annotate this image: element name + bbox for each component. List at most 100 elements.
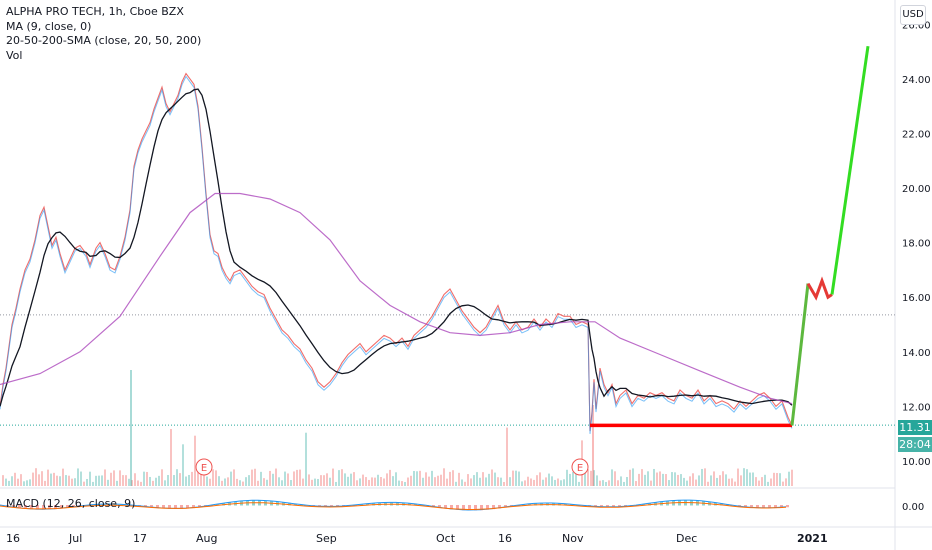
volume-bar	[23, 481, 25, 486]
volume-bar	[107, 479, 109, 486]
volume-bar	[653, 468, 655, 486]
volume-bar	[746, 469, 748, 486]
macd-histogram-bar	[24, 505, 27, 509]
volume-bar	[335, 481, 337, 486]
y-tick-label: 26.00	[902, 20, 931, 31]
volume-bar	[770, 478, 772, 486]
volume-bar	[17, 478, 19, 486]
volume-bar	[479, 477, 481, 486]
volume-bar	[611, 469, 613, 486]
volume-bar	[71, 478, 73, 486]
volume-bar	[461, 479, 463, 486]
volume-bar	[761, 477, 763, 486]
y-tick-label: 12.00	[902, 402, 931, 413]
volume-bar	[398, 480, 400, 486]
volume-bar	[485, 477, 487, 486]
volume-bar	[131, 480, 133, 486]
y-tick-label: 22.00	[902, 130, 931, 141]
macd-histogram-bar	[144, 505, 147, 507]
volume-bar	[692, 473, 694, 486]
macd-histogram-bar	[750, 505, 753, 508]
macd-histogram-bar	[150, 505, 153, 508]
volume-bar	[275, 468, 277, 486]
projection-up-2	[830, 45, 870, 295]
volume-bar	[395, 472, 397, 486]
volume-bar	[383, 478, 385, 486]
earnings-marker	[195, 458, 213, 476]
volume-bar	[119, 470, 121, 486]
volume-bar	[41, 471, 43, 486]
volume-bar	[536, 475, 538, 486]
volume-bar	[50, 473, 52, 486]
volume-bar	[644, 474, 646, 486]
volume-bar	[503, 481, 505, 486]
volume-bar	[362, 474, 364, 486]
volume-bar	[347, 476, 349, 486]
volume-bar	[278, 477, 280, 486]
sma-50-line	[0, 88, 793, 407]
currency-button[interactable]: USD	[900, 5, 926, 25]
earnings-marker-label: E	[201, 463, 207, 474]
volume-bar	[32, 472, 34, 486]
volume-bar	[149, 476, 151, 486]
volume-bar	[422, 477, 424, 486]
volume-bar	[629, 469, 631, 486]
volume-bar	[413, 470, 415, 486]
volume-bar	[773, 472, 775, 486]
volume-bar	[617, 480, 619, 486]
volume-bar	[752, 472, 754, 486]
volume-bar	[575, 471, 577, 486]
volume-bar	[323, 475, 325, 486]
volume-bar	[521, 481, 523, 486]
volume-bar	[533, 479, 535, 486]
volume-bar	[446, 478, 448, 486]
volume-bar	[530, 478, 532, 486]
volume-bar	[449, 471, 451, 486]
volume-bar	[608, 480, 610, 486]
chart-title: ALPHA PRO TECH, 1h, Cboe BZX	[6, 5, 184, 18]
volume-bar	[266, 479, 268, 486]
macd-histogram-bar	[192, 505, 195, 509]
volume-bar	[623, 481, 625, 486]
volume-bar	[236, 478, 238, 486]
volume-bar	[563, 479, 565, 486]
volume-bar	[557, 478, 559, 486]
volume-bar	[560, 480, 562, 486]
volume-bar	[764, 474, 766, 486]
volume-bar	[737, 468, 739, 486]
volume-bar	[551, 476, 553, 486]
volume-bar	[317, 478, 319, 486]
volume-bar	[671, 472, 673, 486]
volume-bar	[140, 481, 142, 486]
volume-bar	[128, 478, 130, 486]
volume-bar	[656, 472, 658, 486]
volume-bar	[176, 469, 178, 486]
volume-bar	[365, 477, 367, 486]
volume-bar	[524, 480, 526, 486]
earnings-marker	[571, 458, 589, 476]
volume-bar	[698, 475, 700, 486]
volume-bar	[188, 474, 190, 486]
volume-bar	[353, 472, 355, 486]
macd-histogram-bar	[18, 505, 21, 509]
volume-bar	[215, 470, 217, 486]
macd-histogram-bar	[474, 505, 477, 511]
volume-bar	[257, 480, 259, 486]
volume-bar	[476, 472, 478, 486]
volume-bar	[392, 476, 394, 486]
volume-bar	[95, 475, 97, 486]
volume-bar	[401, 481, 403, 486]
macd-histogram-bar	[780, 505, 783, 508]
volume-bar	[515, 470, 517, 486]
volume-bar	[158, 475, 160, 486]
volume-bar	[314, 478, 316, 486]
volume-bar	[767, 481, 769, 486]
volume-bar	[713, 471, 715, 486]
volume-bar	[68, 475, 70, 486]
volume-bar	[89, 471, 91, 486]
projection-up-1	[790, 283, 810, 426]
price-line-red	[0, 72, 793, 431]
volume-bar	[245, 477, 247, 486]
